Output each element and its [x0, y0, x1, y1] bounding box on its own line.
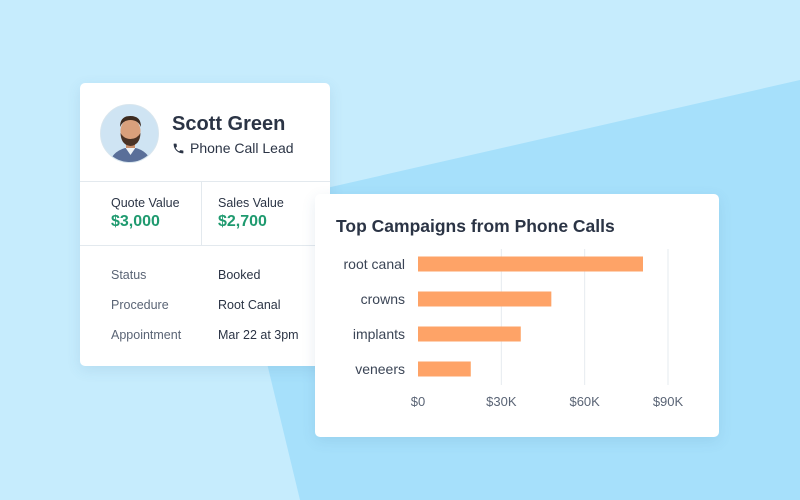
- sales-value-label: Sales Value: [218, 196, 284, 210]
- divider: [201, 181, 202, 245]
- sales-value-block: Sales Value $2,700: [218, 196, 284, 231]
- detail-label: Appointment: [111, 328, 182, 342]
- lead-type: Phone Call Lead: [172, 140, 294, 156]
- phone-icon: [173, 143, 184, 153]
- lead-card: Scott Green Phone Call Lead Quote Value …: [80, 83, 330, 366]
- quote-value-amount: $3,000: [111, 213, 160, 230]
- quote-value-label: Quote Value: [111, 196, 180, 210]
- detail-value: Booked: [218, 268, 261, 282]
- lead-name: Scott Green: [172, 113, 286, 135]
- x-tick-label: $60K: [569, 394, 600, 409]
- detail-label: Procedure: [111, 298, 169, 312]
- bar-implants: [418, 326, 521, 342]
- detail-label: Status: [111, 268, 147, 282]
- lead-type-label: Phone Call Lead: [190, 140, 294, 156]
- quote-value-block: Quote Value $3,000: [111, 196, 180, 231]
- divider: [80, 181, 330, 182]
- bar-veneers: [418, 361, 471, 377]
- bar-chart: $0 $30K $60K $90K root canal crowns implants ve…: [344, 249, 684, 409]
- category-label: implants: [353, 326, 405, 342]
- detail-value: Root Canal: [218, 298, 281, 312]
- x-tick-label: $0: [411, 394, 425, 409]
- category-label: veneers: [355, 361, 405, 377]
- detail-value: Mar 22 at 3pm: [218, 328, 299, 342]
- x-tick-label: $30K: [486, 394, 517, 409]
- chart-card: Top Campaigns from Phone Calls $0 $30K $60…: [315, 194, 719, 437]
- category-label: root canal: [344, 256, 405, 272]
- chart-title: Top Campaigns from Phone Calls: [336, 216, 615, 236]
- divider: [80, 245, 330, 246]
- bar-root-canal: [418, 256, 643, 272]
- category-label: crowns: [361, 291, 405, 307]
- lead-header: Scott Green Phone Call Lead: [80, 83, 330, 181]
- sales-value-amount: $2,700: [218, 213, 267, 230]
- avatar: [100, 104, 159, 163]
- bar-crowns: [418, 291, 552, 307]
- x-tick-label: $90K: [653, 394, 684, 409]
